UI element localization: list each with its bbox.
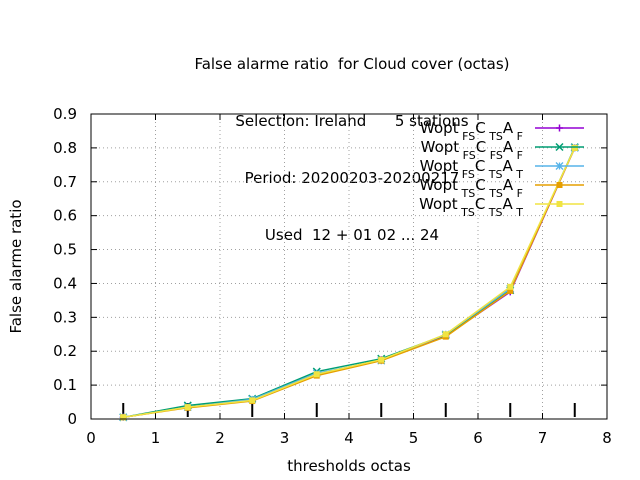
title-line-3: Period: 20200203-20200217 bbox=[244, 169, 460, 187]
series-layer bbox=[119, 143, 579, 422]
x-tick-label: 3 bbox=[280, 429, 290, 447]
legend-item-3: Wopt FSC TSA T bbox=[420, 157, 584, 181]
x-tick-label: 7 bbox=[538, 429, 548, 447]
data-point bbox=[184, 404, 191, 411]
x-tick-label: 8 bbox=[602, 429, 612, 447]
y-tick-label: 0.7 bbox=[53, 173, 77, 191]
y-tick-label: 0 bbox=[67, 410, 77, 428]
legend-label: Wopt FSC TSA F bbox=[420, 119, 523, 143]
series-line bbox=[123, 147, 576, 419]
data-point bbox=[120, 414, 127, 421]
data-point bbox=[507, 283, 514, 290]
data-point bbox=[442, 331, 449, 338]
data-point bbox=[556, 201, 563, 207]
data-point bbox=[556, 124, 563, 132]
title-line-2: Selection: Ireland 5 stations bbox=[235, 112, 469, 130]
x-tick-label: 5 bbox=[409, 429, 419, 447]
x-tick-label: 1 bbox=[151, 429, 161, 447]
y-tick-label: 0.5 bbox=[53, 241, 77, 259]
x-tick-label: 0 bbox=[86, 429, 96, 447]
legend-item-5: Wopt TSC TSA T bbox=[419, 195, 584, 219]
chart-title: False alarme ratio for Cloud cover (octa… bbox=[0, 17, 640, 264]
y-axis-ticks: 0 0.1 0.2 0.3 0.4 0.5 0.6 0.7 0.8 0.9 bbox=[53, 105, 607, 428]
data-point bbox=[556, 182, 563, 188]
plot-frame bbox=[90, 113, 608, 420]
legend-item-2: Wopt FSC FSA F bbox=[421, 138, 584, 162]
data-point bbox=[571, 144, 578, 151]
data-point bbox=[555, 162, 564, 170]
title-line-1: False alarme ratio for Cloud cover (octa… bbox=[194, 55, 510, 73]
series-5 bbox=[120, 144, 578, 421]
y-tick-label: 0.1 bbox=[53, 376, 77, 394]
legend-item-1: Wopt FSC TSA F bbox=[420, 119, 584, 143]
grid-lines bbox=[91, 114, 607, 419]
x-axis-label: thresholds octas bbox=[287, 457, 411, 475]
legend-label: Wopt TSC TSA T bbox=[419, 195, 523, 219]
data-point bbox=[249, 397, 256, 404]
y-tick-label: 0.3 bbox=[53, 308, 77, 326]
data-point bbox=[313, 371, 320, 378]
legend-item-4: Wopt TSC TSA F bbox=[419, 176, 584, 200]
legend-label: Wopt FSC FSA F bbox=[421, 138, 523, 162]
y-tick-label: 0.9 bbox=[53, 105, 77, 123]
y-tick-label: 0.8 bbox=[53, 139, 77, 157]
x-tick-label: 4 bbox=[344, 429, 354, 447]
data-point bbox=[507, 287, 514, 294]
y-axis-label: False alarme ratio bbox=[7, 199, 25, 333]
title-line-4: Used 12 + 01 02 ... 24 bbox=[264, 226, 440, 244]
legend-label: Wopt TSC TSA F bbox=[419, 176, 523, 200]
y-tick-label: 0.4 bbox=[53, 274, 77, 292]
x-axis-ticks: 0 1 2 3 4 5 6 7 8 bbox=[86, 114, 612, 447]
data-point bbox=[555, 142, 564, 152]
data-point bbox=[378, 356, 385, 363]
x-tick-label: 2 bbox=[215, 429, 225, 447]
x-tick-label: 6 bbox=[473, 429, 483, 447]
legend-label: Wopt FSC TSA T bbox=[420, 157, 524, 181]
y-tick-label: 0.2 bbox=[53, 342, 77, 360]
y-tick-label: 0.6 bbox=[53, 207, 77, 225]
